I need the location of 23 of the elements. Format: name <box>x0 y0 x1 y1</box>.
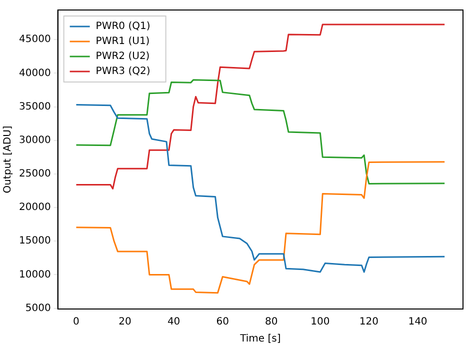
legend-label: PWR1 (U1) <box>96 36 150 48</box>
x-tick-label: 60 <box>216 316 229 328</box>
y-tick-label: 20000 <box>19 202 51 214</box>
x-tick-label: 40 <box>167 316 180 328</box>
x-tick-label: 140 <box>408 316 428 328</box>
x-tick-label: 120 <box>359 316 379 328</box>
legend-label: PWR2 (U2) <box>96 51 150 62</box>
y-tick-label: 40000 <box>19 68 51 79</box>
y-axis-title: Output [ADU] <box>2 126 14 194</box>
y-tick-label: 30000 <box>19 134 51 146</box>
y-tick-label: 15000 <box>19 236 51 247</box>
x-tick-label: 80 <box>265 316 278 328</box>
x-tick-label: 0 <box>73 316 80 328</box>
x-tick-label: 100 <box>310 316 330 328</box>
y-tick-label: 45000 <box>19 34 51 46</box>
x-axis-title: Time [s] <box>239 334 281 345</box>
x-tick-label: 20 <box>118 316 132 328</box>
y-tick-label: 10000 <box>19 269 51 280</box>
y-tick-label: 5000 <box>25 302 51 314</box>
legend-label: PWR0 (Q1) <box>96 21 150 32</box>
y-tick-label: 25000 <box>19 168 51 180</box>
legend-label: PWR3 (Q2) <box>96 66 150 78</box>
y-tick-label: 35000 <box>19 101 51 112</box>
